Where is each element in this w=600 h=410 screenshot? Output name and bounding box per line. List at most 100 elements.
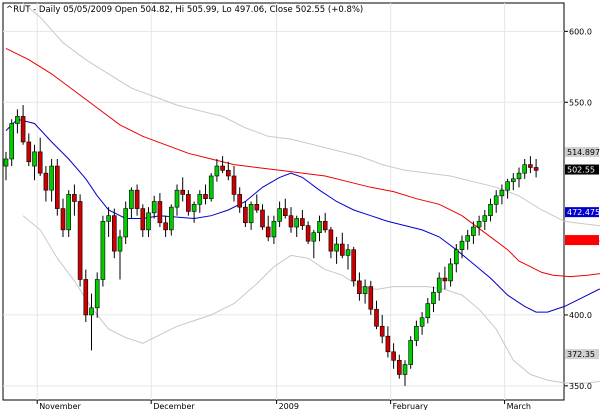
- candle-body: [311, 232, 317, 242]
- candle-body: [100, 221, 106, 280]
- candle-body: [402, 364, 408, 375]
- plot-frame: [2, 2, 565, 401]
- x-tick-label: November: [39, 402, 81, 410]
- candle-body: [9, 123, 14, 160]
- candle-body: [471, 226, 476, 236]
- moving-average-line: [5, 118, 600, 313]
- candle-body: [391, 351, 396, 361]
- candle-body: [260, 209, 265, 228]
- candle-body: [516, 172, 522, 180]
- value-tag-bg: [565, 207, 599, 218]
- candle-body: [169, 206, 174, 231]
- value-tag-label: 372.35: [567, 350, 595, 359]
- candle-body: [231, 175, 237, 195]
- y-tick-label: 350.0: [569, 382, 592, 391]
- candle-body: [20, 116, 26, 143]
- candle-body: [49, 165, 54, 191]
- value-tag-label: 472.475: [567, 208, 600, 217]
- candle-body: [476, 221, 482, 228]
- candle-body: [151, 201, 157, 214]
- candle-body: [140, 208, 146, 231]
- candle-body: [459, 240, 465, 251]
- candle-body: [368, 286, 374, 310]
- candle-body: [54, 165, 60, 209]
- candle-body: [254, 204, 260, 211]
- candle-body: [465, 235, 471, 242]
- candle-body: [208, 175, 214, 199]
- candle-body: [60, 208, 66, 231]
- candle-body: [385, 335, 391, 353]
- candle-body: [448, 263, 453, 282]
- y-tick-label: 600.0: [569, 27, 592, 36]
- candle-body: [89, 307, 94, 316]
- candle-body: [499, 189, 505, 197]
- candle-body: [345, 249, 351, 256]
- band-line: [22, 2, 600, 227]
- candle-body: [106, 215, 111, 222]
- candle-body: [77, 201, 83, 280]
- candle-body: [66, 194, 71, 231]
- candle-body: [482, 215, 488, 222]
- candle-body: [112, 215, 117, 252]
- value-tag-label: 514.897: [567, 148, 600, 157]
- candle-body: [362, 286, 368, 294]
- value-tag-bg: [565, 164, 599, 175]
- candle-body: [288, 215, 294, 228]
- candle-body: [237, 194, 242, 208]
- candle-body: [379, 325, 385, 337]
- candle-body: [15, 116, 20, 124]
- value-tag-label: 502.55: [567, 166, 595, 175]
- candle-body: [129, 189, 134, 209]
- y-tick-label: 550.0: [569, 98, 592, 107]
- candle-body: [180, 189, 185, 195]
- value-tag-bg: [565, 349, 599, 360]
- candle-body: [351, 249, 357, 282]
- candles: [3, 105, 539, 386]
- candle-body: [134, 189, 140, 209]
- candle-body: [282, 208, 288, 216]
- candle-body: [3, 158, 9, 167]
- candle-body: [294, 218, 300, 228]
- candle-body: [163, 222, 168, 231]
- candle-body: [186, 194, 191, 212]
- value-tag-label: 452.755: [567, 236, 600, 245]
- candle-body: [408, 340, 414, 365]
- value-tag-bg: [565, 147, 599, 158]
- candle-body: [277, 208, 282, 222]
- candle-body: [220, 165, 225, 171]
- candle-body: [117, 236, 123, 252]
- candle-body: [328, 229, 334, 252]
- x-tick-label: December: [153, 402, 195, 410]
- candle-body: [94, 279, 100, 309]
- moving-average-line: [5, 47, 600, 278]
- candle-body: [425, 303, 431, 319]
- candle-body: [174, 189, 180, 208]
- x-axis: NovemberDecember2009FebruaryMarchAprilMa…: [36, 400, 531, 410]
- candle-body: [334, 243, 339, 252]
- candle-body: [528, 164, 533, 168]
- chart-title: ^RUT - Daily 05/05/2009 Open 504.82, Hi …: [6, 5, 363, 15]
- candle-body: [243, 206, 248, 224]
- candle-body: [32, 151, 37, 167]
- x-tick-label: 2009: [279, 402, 299, 410]
- x-tick-label: March: [507, 402, 531, 410]
- candle-body: [510, 178, 516, 182]
- moving-averages: [5, 47, 600, 313]
- candle-body: [493, 195, 499, 205]
- x-tick-label: February: [393, 402, 429, 410]
- candle-body: [265, 226, 271, 238]
- candle-body: [322, 221, 328, 231]
- candle-body: [505, 181, 510, 191]
- candle-body: [37, 151, 43, 174]
- candle-body: [226, 170, 231, 177]
- candle-body: [197, 194, 203, 205]
- candle-body: [317, 221, 322, 233]
- candle-body: [357, 280, 362, 294]
- candle-body: [43, 172, 49, 191]
- candle-body: [305, 225, 311, 242]
- value-tag-bg: [565, 235, 599, 246]
- candle-body: [83, 279, 89, 316]
- candle-body: [146, 212, 151, 231]
